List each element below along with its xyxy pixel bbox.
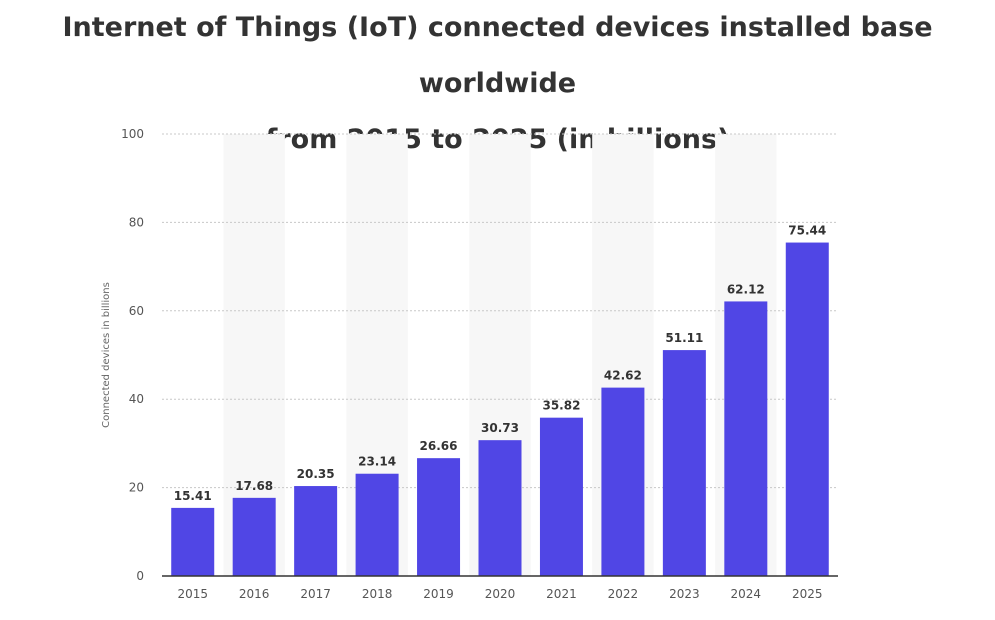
data-label-2017: 20.35 bbox=[297, 467, 335, 481]
y-tick-label-80: 80 bbox=[129, 215, 144, 229]
data-labels: 15.41 17.68 20.35 23.14 26.66 30.73 35.82 42.62… bbox=[174, 224, 827, 503]
x-tick-label-2025: 2025 bbox=[792, 587, 823, 601]
y-tick-label-0: 0 bbox=[136, 569, 144, 583]
bar-2017 bbox=[294, 486, 338, 576]
y-tick-label-20: 20 bbox=[129, 481, 144, 495]
bar-2023 bbox=[662, 350, 706, 576]
bar-2024 bbox=[724, 301, 768, 576]
x-tick-label-2023: 2023 bbox=[669, 587, 700, 601]
x-tick-labels: 2015 2016 2017 2018 2019 2020 2021 2022 2023 2024… bbox=[177, 587, 822, 601]
bar-2018 bbox=[355, 473, 399, 576]
y-tick-label-100: 100 bbox=[121, 127, 144, 141]
data-label-2023: 51.11 bbox=[665, 331, 703, 345]
bars bbox=[171, 242, 829, 576]
data-label-2024: 62.12 bbox=[727, 282, 765, 296]
x-tick-label-2019: 2019 bbox=[423, 587, 454, 601]
x-tick-label-2017: 2017 bbox=[300, 587, 331, 601]
bar-2020 bbox=[478, 440, 522, 576]
bar-2021 bbox=[539, 417, 583, 576]
data-label-2018: 23.14 bbox=[358, 455, 396, 469]
data-label-2025: 75.44 bbox=[788, 224, 826, 238]
bar-2019 bbox=[417, 458, 461, 576]
x-tick-label-2018: 2018 bbox=[362, 587, 393, 601]
x-tick-label-2021: 2021 bbox=[546, 587, 577, 601]
y-tick-label-40: 40 bbox=[129, 392, 144, 406]
data-label-2015: 15.41 bbox=[174, 489, 212, 503]
data-label-2022: 42.62 bbox=[604, 369, 642, 383]
bar-2015 bbox=[171, 507, 215, 576]
data-label-2020: 30.73 bbox=[481, 421, 519, 435]
bar-2022 bbox=[601, 387, 645, 576]
bar-2016 bbox=[232, 497, 276, 576]
x-tick-label-2024: 2024 bbox=[731, 587, 762, 601]
y-axis-label: Connected devices in billions bbox=[101, 282, 112, 428]
data-label-2019: 26.66 bbox=[420, 439, 458, 453]
x-tick-label-2020: 2020 bbox=[485, 587, 516, 601]
y-tick-labels: 0 20 40 60 80 100 bbox=[121, 127, 144, 583]
x-tick-label-2016: 2016 bbox=[239, 587, 270, 601]
data-label-2021: 35.82 bbox=[542, 399, 580, 413]
x-tick-label-2022: 2022 bbox=[608, 587, 639, 601]
y-tick-label-60: 60 bbox=[129, 304, 144, 318]
data-label-2016: 17.68 bbox=[235, 479, 273, 493]
bar-2025 bbox=[785, 242, 829, 576]
x-tick-label-2015: 2015 bbox=[177, 587, 208, 601]
chart-title-line-1: Internet of Things (IoT) connected devic… bbox=[62, 12, 933, 99]
